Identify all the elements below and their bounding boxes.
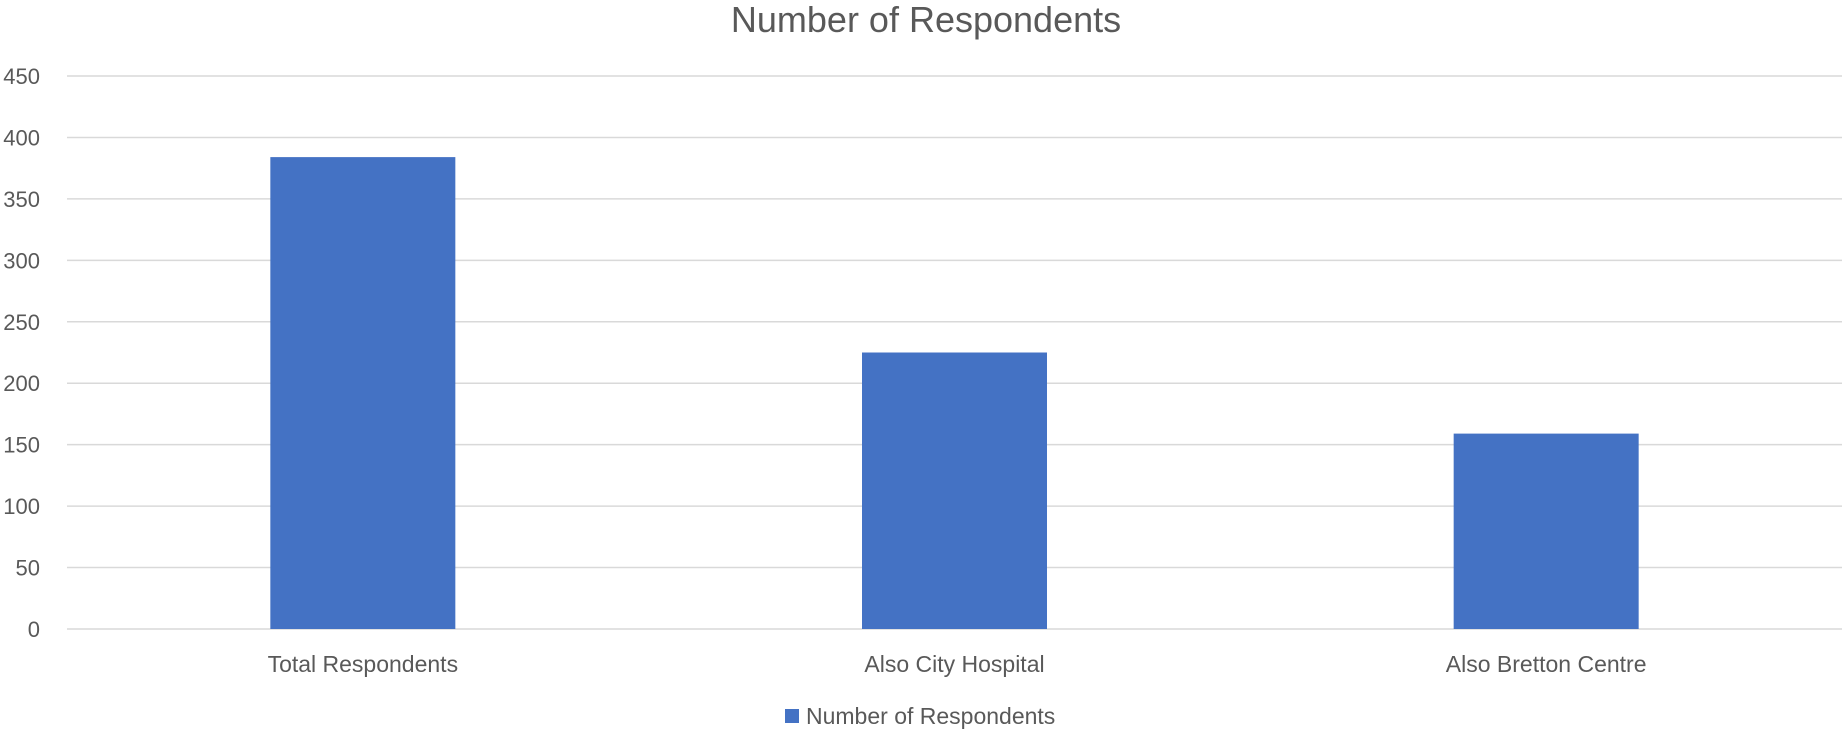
y-tick-label: 0: [28, 617, 40, 642]
bars: [270, 157, 1639, 629]
y-tick-label: 150: [3, 433, 40, 458]
bar: [270, 157, 456, 629]
y-tick-label: 450: [3, 64, 40, 89]
bar: [1453, 433, 1639, 629]
x-category-label: Also City Hospital: [864, 651, 1044, 677]
legend: Number of Respondents: [785, 703, 1055, 729]
y-tick-label: 100: [3, 494, 40, 519]
y-axis-tick-labels: 0 50 100 150 200 250 300 350 400 450: [3, 64, 40, 642]
y-tick-label: 300: [3, 248, 40, 273]
y-tick-label: 200: [3, 371, 40, 396]
x-axis-category-labels: Total Respondents Also City Hospital Also …: [268, 651, 1647, 677]
x-category-label: Also Bretton Centre: [1446, 651, 1647, 677]
y-tick-label: 350: [3, 187, 40, 212]
chart-title: Number of Respondents: [731, 0, 1121, 40]
y-tick-label: 400: [3, 125, 40, 150]
legend-swatch: [785, 709, 799, 723]
legend-label: Number of Respondents: [806, 703, 1055, 729]
x-category-label: Total Respondents: [268, 651, 459, 677]
y-tick-label: 50: [16, 556, 40, 581]
bar: [862, 352, 1047, 629]
y-tick-label: 250: [3, 310, 40, 335]
